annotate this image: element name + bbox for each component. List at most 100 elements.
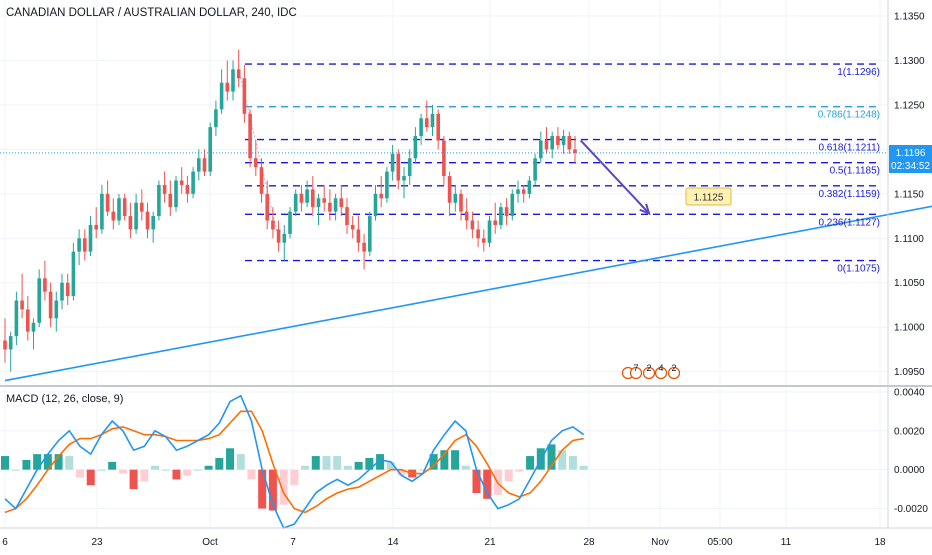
- price-tick-label: 1.1100: [894, 234, 924, 245]
- candle-body: [151, 216, 155, 230]
- macd-histogram-bar: [515, 469, 524, 472]
- candle-body: [345, 207, 349, 225]
- time-tick-label: 28: [583, 537, 595, 548]
- macd-histogram-bar: [386, 461, 395, 470]
- macd-histogram-bar: [451, 450, 460, 470]
- macd-histogram: [1, 444, 588, 511]
- macd-tick-label: 0.0000: [894, 465, 925, 476]
- candle-body: [88, 224, 93, 252]
- candle-body: [316, 198, 321, 208]
- time-tick-label: 11: [781, 537, 792, 548]
- macd-histogram-bar: [215, 458, 224, 470]
- candle-body: [487, 220, 492, 243]
- candle-body: [328, 202, 332, 212]
- candle-body: [396, 153, 401, 181]
- candle-body: [322, 198, 326, 203]
- macd-histogram-bar: [279, 469, 288, 505]
- candle-body: [556, 136, 560, 145]
- last-price-tag[interactable]: 1.1196 02:34:52: [889, 145, 932, 173]
- price-tick-label: 1.1150: [894, 189, 924, 200]
- candle-body: [94, 224, 98, 230]
- candle-body: [447, 176, 452, 203]
- candle-body: [305, 189, 309, 203]
- price-candles: [3, 49, 577, 372]
- time-tick-label: 05:00: [707, 537, 732, 548]
- macd-histogram-bar: [140, 469, 149, 482]
- macd-histogram-bar: [11, 469, 20, 471]
- candle-body: [356, 229, 361, 243]
- macd-histogram-bar: [172, 469, 181, 480]
- candle-body: [362, 242, 366, 252]
- macd-axis[interactable]: 0.0040 0.0020 0.0000 -0.0020: [894, 387, 928, 515]
- candle-body: [276, 229, 281, 243]
- macd-title: MACD (12, 26, close, 9): [6, 393, 123, 405]
- candle-body: [100, 193, 104, 230]
- last-price-tag-bg: [889, 145, 932, 173]
- macd-histogram-bar: [204, 465, 213, 470]
- candle-body: [128, 216, 133, 230]
- candle-body: [122, 198, 127, 217]
- time-axis[interactable]: 6 23 Oct 7 14 21 28 Nov 05:00 11 18: [2, 537, 886, 548]
- event-badge-circle: [667, 366, 681, 380]
- candle-body: [271, 220, 275, 230]
- candle-body: [436, 113, 440, 141]
- fib-level-label: 0.382(1.1159): [818, 189, 880, 200]
- macd-histogram-bar: [440, 450, 449, 470]
- fib-level-label: 1(1.1296): [837, 67, 880, 78]
- macd-histogram-bar: [1, 456, 9, 470]
- time-tick-label: 23: [91, 537, 103, 548]
- price-tick-label: 1.1350: [894, 12, 925, 23]
- candle-body: [567, 136, 572, 150]
- candle-body: [482, 238, 486, 243]
- macd-histogram-bar: [558, 450, 567, 470]
- projection-arrow-head: [639, 203, 651, 216]
- event-badge-count: 7: [633, 363, 638, 373]
- price-tick-label: 1.1050: [894, 278, 925, 289]
- candle-body: [282, 233, 287, 243]
- last-price-value: 1.1196: [896, 148, 926, 159]
- price-axis[interactable]: 1.13501.13001.12501.12001.11501.11001.10…: [894, 12, 925, 379]
- macd-histogram-bar: [268, 469, 277, 511]
- candle-body: [533, 158, 537, 181]
- candle-body: [20, 300, 24, 310]
- candle-body: [390, 153, 395, 172]
- last-price-countdown: 02:34:52: [891, 161, 930, 172]
- macd-histogram-bar: [526, 456, 535, 470]
- candle-body: [442, 140, 446, 177]
- macd-histogram-bar: [236, 454, 245, 470]
- event-badge-circle: [629, 366, 643, 380]
- candle-body: [231, 69, 235, 92]
- projection-arrow[interactable]: [579, 139, 651, 216]
- candle-body: [185, 184, 190, 194]
- candle-body: [83, 238, 87, 252]
- candle-body: [65, 282, 70, 297]
- macd-histogram-bar: [322, 456, 331, 470]
- candle-body: [145, 211, 150, 230]
- fib-level-label: 0.786(1.1248): [818, 110, 880, 121]
- candle-body: [504, 207, 509, 217]
- candle-body: [259, 167, 264, 194]
- macd-histogram-bar: [151, 465, 160, 470]
- macd-histogram-bar: [43, 454, 52, 470]
- price-tick-label: 1.0950: [894, 367, 925, 378]
- macd-histogram-bar: [226, 448, 235, 470]
- macd-histogram-bar: [108, 461, 117, 470]
- macd-histogram-bar: [376, 454, 385, 470]
- time-tick-label: 7: [290, 537, 296, 548]
- macd-histogram-bar: [183, 469, 192, 476]
- macd-tick-label: 0.0040: [894, 387, 925, 398]
- target-label[interactable]: 1.1125: [685, 187, 732, 206]
- macd-histogram-bar: [33, 454, 42, 470]
- macd-histogram-bar: [472, 469, 481, 493]
- macd-histogram-bar: [290, 469, 299, 486]
- event-badge-circle: [642, 366, 656, 380]
- macd-histogram-bar: [365, 458, 374, 470]
- candle-body: [464, 211, 469, 221]
- candle-body: [430, 113, 435, 128]
- candle-body: [71, 251, 76, 297]
- candle-body: [419, 118, 423, 137]
- candle-body: [31, 322, 36, 332]
